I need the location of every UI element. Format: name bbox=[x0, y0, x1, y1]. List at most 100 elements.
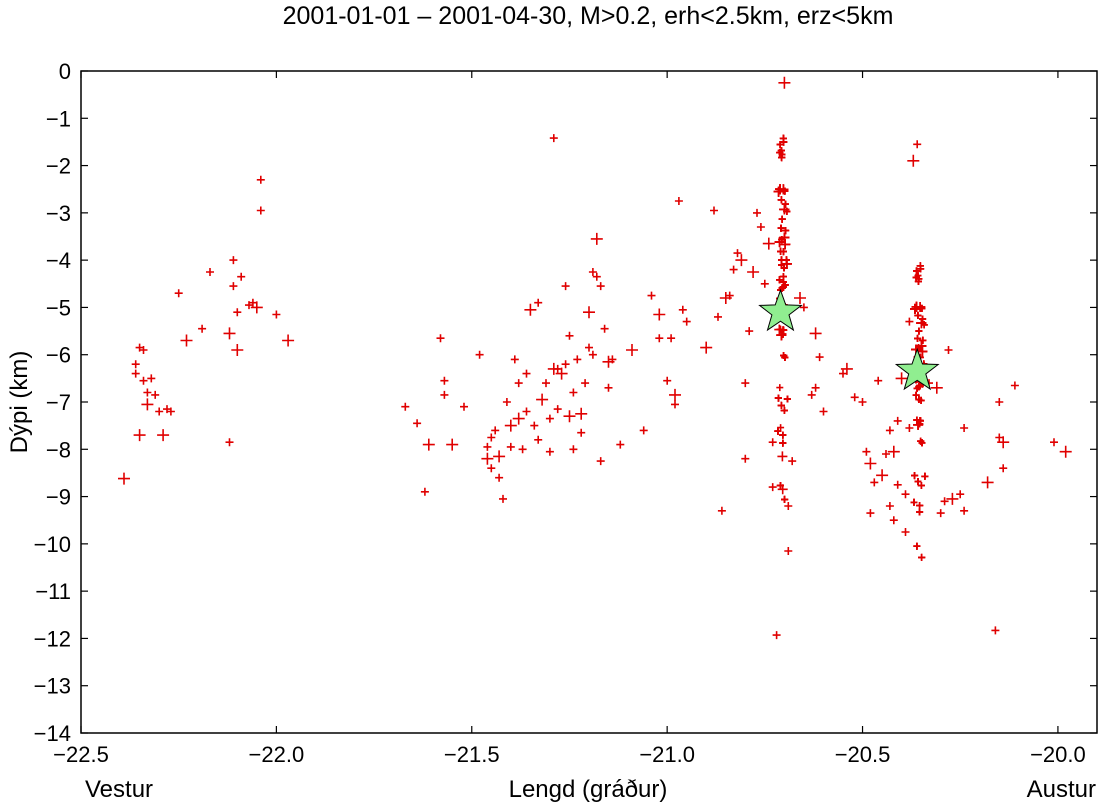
earthquake-point bbox=[840, 362, 853, 375]
earthquake-point bbox=[741, 379, 750, 388]
earthquake-point bbox=[882, 450, 890, 458]
earthquake-point bbox=[774, 427, 782, 435]
earthquake-point bbox=[778, 154, 786, 162]
earthquake-point bbox=[491, 426, 500, 435]
earthquake-point bbox=[913, 542, 921, 550]
earthquake-point bbox=[777, 196, 785, 204]
earthquake-point bbox=[669, 388, 681, 401]
earthquake-point bbox=[885, 426, 894, 435]
earthquake-point bbox=[223, 327, 236, 340]
earthquake-point bbox=[436, 334, 445, 343]
earthquake-point bbox=[914, 311, 922, 319]
earthquake-point bbox=[481, 452, 494, 465]
earthquake-point bbox=[555, 367, 568, 380]
earthquake-point bbox=[917, 482, 925, 489]
earthquake-point bbox=[956, 490, 965, 499]
earthquake-point bbox=[780, 352, 788, 359]
y-tick-label: 0 bbox=[59, 59, 71, 84]
earthquake-point bbox=[510, 355, 519, 364]
earthquake-point bbox=[600, 324, 609, 333]
earthquake-point bbox=[166, 407, 175, 416]
earthquake-point bbox=[157, 429, 170, 442]
earthquake-point bbox=[229, 282, 238, 291]
earthquake-point bbox=[626, 344, 638, 356]
earthquake-point bbox=[663, 376, 672, 385]
earthquake-point bbox=[206, 268, 214, 276]
earthquake-point bbox=[530, 421, 539, 430]
earthquake-point bbox=[916, 318, 927, 329]
earthquake-point bbox=[799, 303, 808, 312]
earthquake-point bbox=[534, 435, 543, 444]
earthquake-point bbox=[487, 464, 496, 473]
earthquake-point bbox=[233, 308, 242, 317]
earthquake-point bbox=[155, 407, 164, 416]
earthquake-point bbox=[735, 254, 748, 267]
earthquake-point bbox=[741, 454, 750, 463]
earthquake-point bbox=[671, 400, 679, 409]
earthquake-point bbox=[781, 200, 789, 208]
earthquake-point bbox=[588, 350, 597, 359]
earthquake-point bbox=[596, 282, 605, 291]
earthquake-point bbox=[775, 184, 786, 195]
earthquake-point bbox=[561, 360, 570, 369]
earthquake-point bbox=[779, 204, 790, 215]
earthquake-point bbox=[545, 447, 554, 456]
earthquake-point bbox=[198, 324, 207, 333]
earthquake-point bbox=[231, 344, 244, 356]
earthquake-point bbox=[760, 279, 769, 288]
earthquake-point bbox=[914, 277, 922, 285]
earthquake-point bbox=[777, 401, 785, 409]
earthquake-point bbox=[590, 232, 603, 245]
earthquake-point bbox=[534, 298, 543, 307]
earthquake-point bbox=[774, 394, 782, 402]
earthquake-point bbox=[745, 327, 754, 336]
earthquake-point bbox=[915, 395, 923, 403]
earthquake-point bbox=[916, 262, 924, 270]
earthquake-point bbox=[499, 494, 507, 503]
earthquake-point bbox=[583, 306, 595, 319]
earthquake-point bbox=[460, 402, 468, 411]
earthquake-point bbox=[776, 276, 784, 284]
earthquake-point bbox=[783, 395, 791, 403]
earthquake-point bbox=[944, 346, 953, 354]
earthquake-point bbox=[768, 438, 777, 447]
earthquake-point bbox=[913, 416, 921, 424]
earthquake-point bbox=[495, 473, 504, 482]
earthquake-point bbox=[139, 376, 148, 385]
y-tick-label: −8 bbox=[46, 437, 71, 462]
earthquake-point bbox=[401, 402, 410, 411]
earthquake-point bbox=[780, 406, 788, 414]
earthquake-point bbox=[747, 266, 760, 278]
earthquake-point bbox=[563, 410, 576, 423]
earthquake-point bbox=[512, 412, 525, 425]
earthquake-point bbox=[524, 303, 537, 316]
earthquake-point bbox=[653, 308, 666, 321]
earthquake-point bbox=[910, 303, 920, 314]
earthquake-point bbox=[440, 390, 449, 399]
earthquake-point bbox=[143, 388, 152, 397]
earthquake-point bbox=[889, 516, 898, 525]
y-tick-label: −10 bbox=[34, 532, 71, 557]
y-tick-label: −7 bbox=[46, 390, 71, 415]
axis-ticks: −22.5 −22.0 −21.5 −21.0 −20.5 −20.0 0 −1 −2 −3 −4 −… bbox=[34, 59, 1097, 767]
earthquake-point bbox=[864, 457, 877, 470]
earthquake-point bbox=[815, 353, 824, 362]
earthquake-point bbox=[604, 383, 613, 392]
y-tick-label: −14 bbox=[34, 721, 71, 746]
x-axis-label: Lengd (gráður) bbox=[509, 776, 668, 803]
earthquake-point bbox=[936, 509, 945, 518]
earthquake-point bbox=[960, 424, 969, 432]
earthquake-point bbox=[911, 472, 919, 480]
y-tick-label: −2 bbox=[46, 154, 71, 179]
earthquake-point bbox=[756, 223, 765, 231]
earthquake-point bbox=[616, 440, 625, 449]
earthquake-point bbox=[778, 76, 791, 89]
earthquake-point bbox=[518, 445, 527, 454]
x-tick-label: −21.5 bbox=[444, 742, 500, 767]
earthquake-point bbox=[542, 379, 550, 388]
earthquake-point bbox=[921, 472, 929, 480]
earthquake-point bbox=[784, 547, 793, 555]
earthquake-point bbox=[413, 419, 422, 428]
earthquake-point bbox=[807, 390, 816, 399]
